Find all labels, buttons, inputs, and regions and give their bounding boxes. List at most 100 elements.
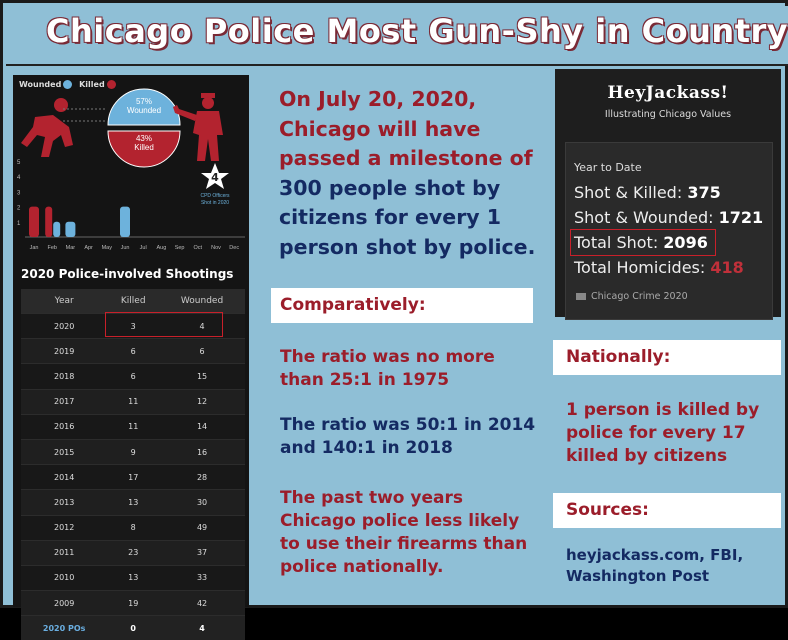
- falling-person-icon: [21, 98, 73, 157]
- ratio-2018-line: and 140:1 in 2018: [280, 438, 453, 458]
- pie-chart: 57% Wounded 43% Killed: [107, 88, 181, 168]
- table-title: 2020 Police-involved Shootings: [21, 267, 234, 281]
- cell-year: 2020: [21, 312, 108, 339]
- pie-wounded-text: Wounded: [127, 106, 161, 115]
- past-two-years-line: Chicago police less likely: [280, 511, 520, 531]
- cell-wounded: 33: [159, 564, 245, 591]
- pie-killed-pct: 43%: [136, 134, 152, 143]
- table-row: 2013 13 30: [21, 489, 245, 515]
- x-tick-label: Dec: [229, 245, 239, 251]
- total-shot-label: Total Shot:: [574, 233, 664, 252]
- shot-killed-stat: Shot & Killed: 375: [574, 183, 721, 202]
- total-shot-value: 2096: [663, 233, 708, 252]
- table-row: 2010 13 33: [21, 564, 245, 591]
- highlight-2020-row: [105, 312, 223, 337]
- shot-wounded-stat: Shot & Wounded: 1721: [574, 208, 763, 227]
- cell-killed: 3: [107, 312, 160, 339]
- sources-line: heyjackass.com, FBI,: [566, 546, 744, 564]
- cell-year: 2011: [21, 539, 108, 566]
- header-year: Year: [21, 289, 108, 314]
- ratio-1975-line1: The ratio was no more: [280, 347, 495, 367]
- sources-label: Sources:: [566, 500, 649, 520]
- cell-killed: 13: [107, 564, 160, 591]
- x-tick-label: Oct: [194, 245, 203, 251]
- total-homicides-stat: Total Homicides: 418: [574, 258, 744, 277]
- chicago-crime-link-text: Chicago Crime 2020: [591, 291, 688, 302]
- nationally-text: 1 person is killed by police for every 17…: [566, 399, 759, 468]
- table-row: 2018 6 15: [21, 363, 245, 390]
- heading-line: passed a milestone of: [279, 146, 533, 170]
- shot-wounded-value: 1721: [718, 208, 764, 227]
- x-tick-label: Sep: [175, 245, 185, 251]
- cell-wounded: 42: [159, 590, 245, 616]
- legend-killed-swatch: [106, 80, 116, 89]
- x-tick-label: Jul: [140, 245, 147, 251]
- police-shootings-panel: Wounded Killed 57% Wounded 43%: [13, 75, 249, 640]
- ratio-1975-line2: than 25:1 in 1975: [280, 370, 450, 390]
- sources-text: heyjackass.com, FBI, Washington Post: [566, 545, 743, 587]
- sources-banner: [553, 493, 781, 528]
- table-header-row: Year Killed Wounded: [21, 289, 245, 314]
- total-shot-stat: Total Shot: 2096: [574, 233, 708, 252]
- table-row: 2020 3 4: [21, 312, 245, 339]
- ratio-2014-line: The ratio was 50:1 in 2014: [280, 415, 536, 435]
- cell-wounded: 16: [159, 438, 245, 465]
- past-two-years-line: police nationally.: [280, 557, 444, 577]
- cell-wounded: 14: [159, 413, 245, 440]
- cell-killed: 17: [107, 464, 160, 490]
- bar-wounded: [65, 221, 76, 237]
- bar-wounded: [53, 221, 61, 237]
- cell-year: 2013: [21, 489, 108, 515]
- comparatively-label: Comparatively:: [280, 295, 426, 315]
- cell-year: 2016: [21, 413, 108, 440]
- shot-killed-value: 375: [687, 183, 721, 202]
- bar-wounded: [120, 206, 130, 237]
- table-row: 2009 19 42: [21, 590, 245, 616]
- past-two-years-line: to use their firearms than: [280, 534, 528, 554]
- y-tick-label: 5: [17, 160, 21, 166]
- cell-killed: 19: [107, 590, 160, 616]
- cell-wounded: 12: [159, 388, 245, 415]
- chart-area: Wounded Killed 57% Wounded 43%: [13, 75, 249, 261]
- cell-year: 2019: [21, 338, 108, 364]
- cell-year: 2009: [21, 590, 108, 616]
- nationally-line: 1 person is killed by: [566, 400, 760, 420]
- cell-killed: 6: [107, 363, 160, 390]
- heading-line: 300 people shot by: [279, 175, 501, 200]
- cell-wounded: 37: [159, 539, 245, 566]
- x-tick-label: Feb: [47, 245, 56, 251]
- badge-caption-line2: Shot in 2020: [201, 200, 229, 206]
- cell-killed: 23: [107, 539, 160, 566]
- heading-line: citizens for every 1: [279, 205, 502, 229]
- pie-killed-text: Killed: [134, 143, 154, 152]
- title-bar: Chicago Police Most Gun-Shy in Country?: [6, 6, 788, 66]
- ratio-1975: The ratio was no more than 25:1 in 1975: [280, 346, 495, 392]
- legend-killed-label: Killed: [79, 80, 105, 89]
- cell-killed: 9: [107, 438, 160, 465]
- comparatively-banner: [271, 288, 533, 323]
- monthly-shootings-chart: 57% Wounded 43% Killed 4 CPD Offic: [17, 88, 245, 251]
- table-row: 2012 8 49: [21, 514, 245, 541]
- shot-wounded-label: Shot & Wounded:: [574, 208, 719, 227]
- y-tick-label: 2: [17, 206, 21, 212]
- cell-killed: 8: [107, 514, 160, 541]
- total-homicides-value: 418: [710, 258, 744, 277]
- folder-icon: [576, 293, 586, 300]
- cell-wounded: 49: [159, 514, 245, 541]
- legend-wounded-label: Wounded: [19, 80, 62, 89]
- legend-wounded-swatch: [63, 80, 73, 89]
- bar-killed: [45, 206, 53, 237]
- y-axis-ticks: 5 4 3 2 1: [17, 160, 21, 227]
- past-two-years: The past two years Chicago police less li…: [280, 487, 527, 579]
- cell-wounded: 6: [159, 338, 245, 364]
- page-title: Chicago Police Most Gun-Shy in Country?: [46, 12, 788, 50]
- chicago-crime-link[interactable]: Chicago Crime 2020: [576, 291, 688, 302]
- star-badge-icon: 4: [201, 163, 229, 189]
- nationally-line: killed by citizens: [566, 446, 728, 466]
- heading-line: On July 20, 2020,: [279, 87, 477, 111]
- x-tick-label: May: [102, 245, 113, 251]
- stats-box: Year to Date Shot & Killed: 375 Shot & W…: [565, 142, 773, 320]
- table-row: 2014 17 28: [21, 464, 245, 490]
- cell-wounded: 4: [159, 312, 245, 339]
